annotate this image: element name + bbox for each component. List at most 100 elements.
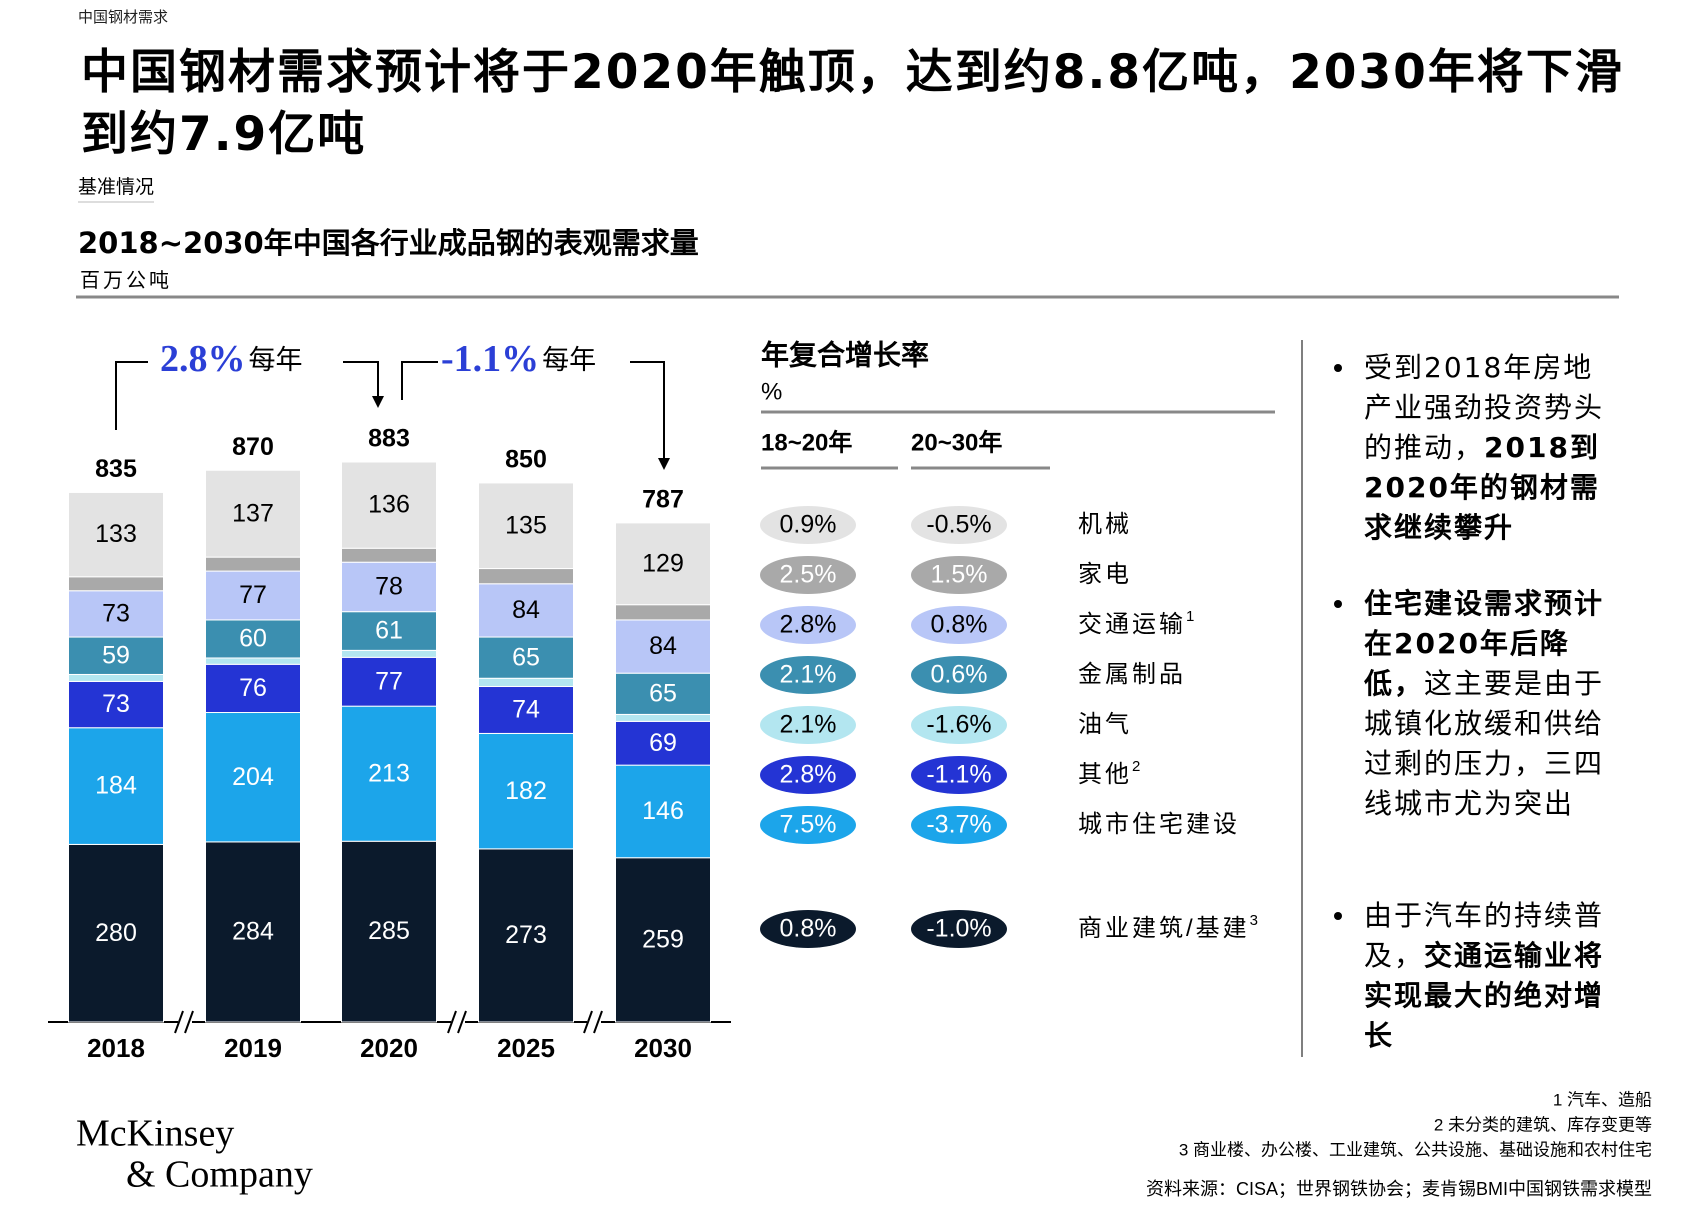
segment-label: 213 bbox=[368, 759, 410, 787]
cagr-value: -3.7% bbox=[926, 811, 991, 839]
bar-segment bbox=[615, 604, 711, 621]
segment-label: 136 bbox=[368, 491, 410, 519]
segment-label: 65 bbox=[512, 643, 540, 671]
cagr-value: 2.5% bbox=[780, 561, 837, 589]
cagr-value: -1.6% bbox=[926, 711, 991, 739]
break-mark bbox=[583, 1010, 593, 1034]
break-mark bbox=[184, 1010, 194, 1034]
series-name-text: 城市住宅建设 bbox=[1078, 811, 1240, 838]
bullet: 住宅建设需求预计在2020年后降低，这主要是由于城镇化放缓和供给过剩的压力，三四… bbox=[1334, 584, 1616, 824]
cagr-badge bbox=[911, 706, 1007, 744]
bar-segment bbox=[341, 656, 437, 707]
cagr-value: 0.8% bbox=[931, 611, 988, 639]
x-tick-label: 2030 bbox=[634, 1033, 692, 1063]
bar-segment bbox=[478, 677, 574, 688]
cagr-value: -1.1% bbox=[926, 761, 991, 789]
segment-label: 59 bbox=[102, 641, 130, 669]
cagr-value: 0.9% bbox=[780, 511, 837, 539]
bar-segment bbox=[478, 848, 574, 1023]
series-note: 2 bbox=[1132, 758, 1143, 775]
bar-segment bbox=[205, 469, 301, 558]
segment-label: 280 bbox=[95, 919, 137, 947]
bar-segment bbox=[68, 673, 164, 682]
break-mark bbox=[593, 1010, 603, 1034]
growth-value: 2.8% bbox=[160, 338, 246, 380]
bar-segment bbox=[341, 611, 437, 651]
bracket bbox=[343, 361, 379, 398]
growth-value: -1.1% bbox=[441, 338, 539, 380]
series-name: 商业建筑/基建3 bbox=[1078, 912, 1261, 942]
segment-label: 61 bbox=[375, 617, 403, 645]
segment-label: 73 bbox=[102, 690, 130, 718]
unit: 百万公吨 bbox=[80, 268, 172, 292]
bar-segment bbox=[205, 841, 301, 1023]
cagr-badge bbox=[911, 556, 1007, 594]
segment-label: 65 bbox=[649, 679, 677, 707]
segment-label: 285 bbox=[368, 917, 410, 945]
segment-label: 74 bbox=[512, 696, 540, 724]
total-label: 883 bbox=[368, 425, 410, 453]
cagr-badge bbox=[911, 910, 1007, 948]
series-name: 其他2 bbox=[1078, 758, 1143, 788]
segment-label: 69 bbox=[649, 729, 677, 757]
series-name-text: 商业建筑/基建 bbox=[1078, 915, 1250, 942]
cagr-badge bbox=[760, 910, 856, 948]
cagr-value: 2.8% bbox=[780, 611, 837, 639]
growth-annotation: -1.1% 每年 bbox=[441, 338, 596, 380]
series-name-text: 家电 bbox=[1078, 561, 1132, 588]
bar-segment bbox=[68, 590, 164, 638]
cagr-value: 2.1% bbox=[780, 661, 837, 689]
cagr-badge bbox=[911, 656, 1007, 694]
bar-segment bbox=[615, 720, 711, 766]
break-mark bbox=[457, 1010, 467, 1034]
segment-label: 76 bbox=[239, 674, 267, 702]
growth-unit: 每年 bbox=[249, 345, 303, 375]
segment-label: 78 bbox=[375, 573, 403, 601]
cagr-value: -1.0% bbox=[926, 915, 991, 943]
series-name: 油气 bbox=[1078, 711, 1132, 738]
logo: & Company bbox=[126, 1154, 313, 1196]
bar-segment bbox=[68, 680, 164, 729]
bar-segment bbox=[615, 672, 711, 715]
total-label: 835 bbox=[95, 455, 137, 483]
growth-annotation: 2.8% 每年 bbox=[160, 338, 303, 380]
series-name-text: 机械 bbox=[1078, 511, 1132, 538]
source: 资料来源：CISA；世界钢铁协会；麦肯锡BMI中国钢铁需求模型 bbox=[1146, 1179, 1652, 1199]
x-tick-label: 2020 bbox=[360, 1033, 418, 1063]
segment-label: 77 bbox=[239, 581, 267, 609]
bullet-text: 交通运输业将实现最大的绝对增长 bbox=[1364, 939, 1605, 1052]
bar-segment bbox=[615, 764, 711, 859]
bar-segment bbox=[478, 568, 574, 585]
x-tick-label: 2019 bbox=[224, 1033, 282, 1063]
total-label: 787 bbox=[642, 485, 684, 513]
cagr-value: 2.1% bbox=[780, 711, 837, 739]
bar-segment bbox=[205, 657, 301, 665]
series-name-text: 金属制品 bbox=[1078, 661, 1186, 688]
series-name-text: 其他 bbox=[1078, 761, 1132, 788]
bar-segment bbox=[341, 840, 437, 1023]
segment-label: 137 bbox=[232, 499, 274, 527]
cagr-badge bbox=[911, 606, 1007, 644]
series-name-text: 交通运输 bbox=[1078, 611, 1186, 638]
bullet-text: 这主要是由于城镇化放缓和供给过剩的压力，三四线城市尤为突出 bbox=[1364, 667, 1605, 820]
bar-segment bbox=[68, 727, 164, 845]
segment-label: 204 bbox=[232, 763, 274, 791]
bar-segment bbox=[205, 663, 301, 714]
bracket bbox=[115, 361, 148, 430]
cagr-badge bbox=[911, 806, 1007, 844]
bar-segment bbox=[341, 547, 437, 563]
break-mark bbox=[174, 1010, 184, 1034]
cagr-badge bbox=[760, 506, 856, 544]
footnote: 2 未分类的建筑、库存变更等 bbox=[1434, 1115, 1652, 1134]
cagr-unit: % bbox=[761, 378, 782, 405]
cagr-value: 1.5% bbox=[931, 561, 988, 589]
cagr-badge bbox=[760, 756, 856, 794]
x-tick-label: 2018 bbox=[87, 1033, 145, 1063]
total-label: 870 bbox=[232, 433, 274, 461]
segment-label: 84 bbox=[512, 596, 540, 624]
series-name: 机械 bbox=[1078, 511, 1132, 538]
subtitle: 基准情况 bbox=[78, 172, 155, 203]
series-name: 交通运输1 bbox=[1078, 608, 1197, 638]
bar-segment bbox=[68, 843, 164, 1023]
